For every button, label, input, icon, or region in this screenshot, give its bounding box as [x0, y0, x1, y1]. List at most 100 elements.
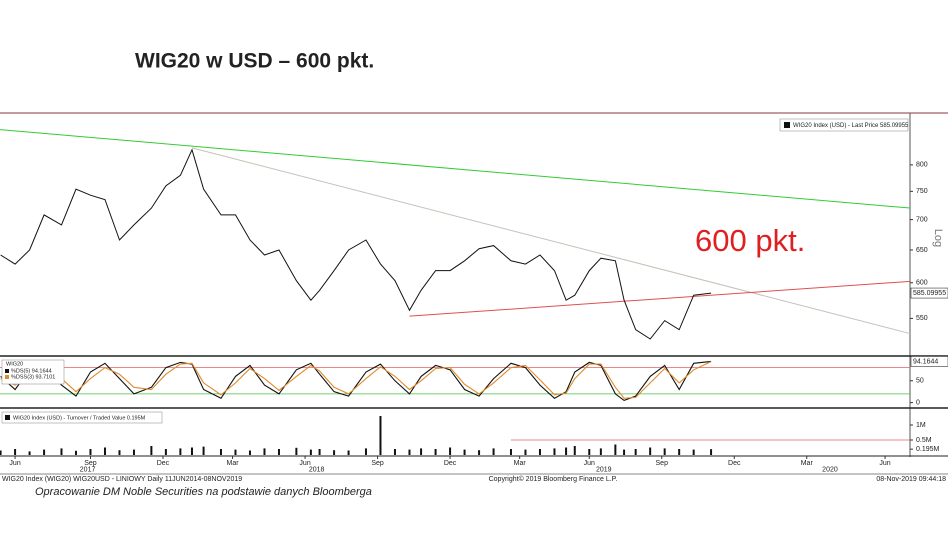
y-tick-label: 1M	[916, 422, 926, 429]
bar	[538, 449, 541, 455]
x-tick-label: Sep	[84, 460, 97, 467]
bar	[614, 444, 617, 455]
bar	[588, 449, 591, 455]
bar	[277, 449, 280, 455]
y-tick-label: 600	[916, 280, 928, 287]
trend-line	[191, 147, 911, 335]
bar	[692, 449, 695, 455]
page-title: WIG20 w USD – 600 pkt.	[135, 50, 374, 73]
year-label: 2019	[596, 466, 612, 473]
x-tick-label: Jun	[879, 460, 890, 467]
year-label: 2020	[822, 466, 838, 473]
bar	[43, 449, 46, 455]
bar	[710, 449, 713, 455]
footer-center: Copyright© 2019 Bloomberg Finance L.P.	[489, 475, 618, 483]
y-axis-label: Log	[932, 229, 944, 247]
bar	[420, 448, 423, 455]
legend-label: %DSS(3) 93.7101	[11, 374, 55, 380]
bar	[379, 416, 382, 455]
y-tick-label: 750	[916, 188, 928, 195]
x-tick-label: Mar	[227, 460, 240, 467]
bar	[565, 447, 568, 455]
bar	[202, 446, 205, 455]
legend-title: WIG20	[6, 361, 23, 367]
bar	[553, 448, 556, 455]
x-tick-label: Dec	[444, 460, 457, 467]
bar	[14, 449, 17, 455]
bar	[28, 451, 31, 455]
y-tick-label: 50	[916, 378, 924, 385]
bar	[333, 450, 336, 455]
x-tick-label: Dec	[157, 460, 170, 467]
footer-left: WIG20 Index (WIG20) WIG20USD - LINIOWY D…	[2, 476, 242, 483]
legend-label: WIG20 Index (USD) - Last Price 585.09955	[793, 123, 909, 129]
bar	[219, 449, 222, 455]
y-tick-label: 0.195M	[916, 446, 940, 453]
bar	[449, 447, 452, 455]
series-line	[0, 148, 712, 340]
legend-label: WIG20 Index (USD) - Turnover / Traded Va…	[13, 415, 146, 421]
bar	[634, 449, 637, 455]
bar	[118, 450, 121, 455]
bar	[364, 448, 367, 455]
bar	[492, 448, 495, 455]
x-tick-label: Jun	[584, 460, 595, 467]
bar	[309, 449, 312, 455]
x-tick-label: Jun	[9, 460, 20, 467]
legend-swatch	[5, 369, 9, 373]
bar	[164, 449, 167, 455]
bar	[89, 449, 92, 455]
x-tick-label: Dec	[728, 460, 741, 467]
last-value-box	[910, 356, 948, 367]
bar	[190, 447, 193, 455]
bar	[347, 450, 350, 455]
y-tick-label: 650	[916, 247, 928, 254]
bar	[649, 447, 652, 455]
last-value-box	[910, 287, 948, 299]
last-value-label: 94.1644	[913, 358, 938, 365]
bar	[132, 449, 135, 455]
y-tick-label: 550	[916, 315, 928, 322]
bar	[678, 449, 681, 455]
bar	[524, 449, 527, 455]
bar	[393, 449, 396, 455]
bar	[150, 446, 153, 455]
trend-line	[409, 280, 911, 317]
source-note: Opracowanie DM Noble Securities na podst…	[35, 486, 372, 498]
legend-swatch	[5, 375, 9, 379]
legend-swatch	[5, 415, 10, 420]
series-line	[0, 361, 712, 399]
bar	[509, 449, 512, 455]
bar	[318, 449, 321, 455]
legend-label: %DS(5) 94.1644	[11, 368, 52, 374]
x-tick-label: Sep	[371, 460, 384, 467]
bar	[263, 448, 266, 455]
bar	[434, 449, 437, 455]
bar	[295, 447, 298, 455]
bar	[179, 448, 182, 455]
legend-box	[1, 359, 65, 385]
bar	[74, 450, 77, 455]
legend-box	[1, 411, 163, 424]
year-label: 2018	[309, 466, 325, 473]
x-tick-label: Jun	[299, 460, 310, 467]
bar	[478, 450, 481, 455]
y-tick-label: 0	[916, 399, 920, 406]
legend-box	[779, 118, 909, 132]
bar	[248, 450, 251, 455]
y-tick-label: 0.5M	[916, 437, 932, 444]
y-tick-label: 700	[916, 216, 928, 223]
bar	[60, 448, 63, 455]
trend-line	[0, 129, 911, 209]
bar	[408, 449, 411, 455]
bar	[599, 448, 602, 455]
bar	[0, 450, 2, 455]
footer-right: 08-Nov-2019 09:44:18	[876, 476, 946, 483]
bar	[663, 448, 666, 455]
x-tick-label: Mar	[514, 460, 527, 467]
bar	[234, 449, 237, 455]
annotation: 600 pkt.	[695, 223, 805, 258]
bar	[623, 449, 626, 455]
legend-swatch	[784, 122, 790, 128]
